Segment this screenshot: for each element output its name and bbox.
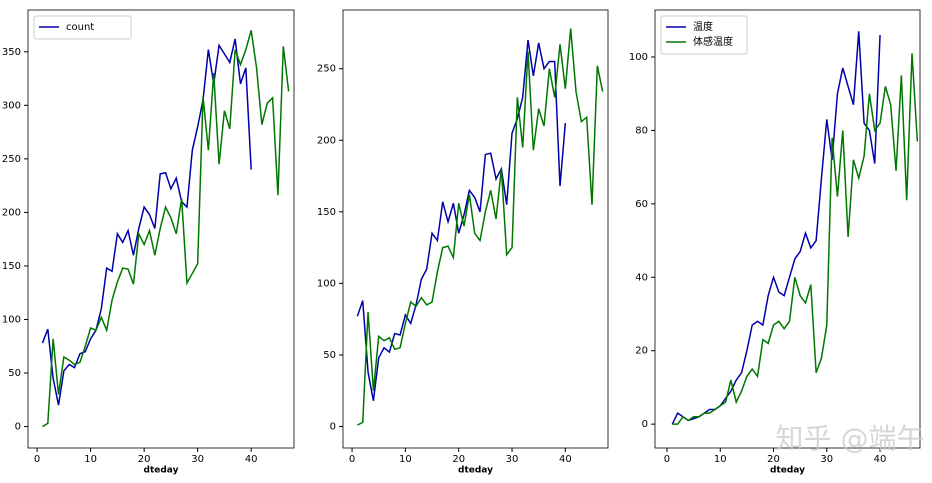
y-tick-label: 300 [2,100,21,111]
x-axis-label: dteday [458,466,493,476]
y-tick-label: 250 [317,64,336,75]
y-tick-label: 40 [635,272,648,283]
x-tick-label: 40 [874,454,887,465]
x-tick-label: 20 [767,454,780,465]
y-tick-label: 0 [642,419,648,430]
series-line [671,31,881,425]
y-tick-label: 80 [635,125,648,136]
y-tick-label: 350 [2,47,21,58]
x-tick-label: 20 [138,454,151,465]
axes-frame [27,9,295,449]
y-tick-label: 0 [330,422,336,433]
legend-label: count [66,22,94,33]
series-line [357,28,604,426]
subplot: 0 50 100 150 200 250 300 350 0 10 20 30 40 dteday coun… [2,9,295,476]
x-tick-label: 10 [84,454,97,465]
legend-box [33,15,132,40]
x-tick-label: 40 [245,454,258,465]
x-tick-label: 10 [399,454,412,465]
x-tick-label: 10 [714,454,727,465]
x-tick-label: 40 [559,454,572,465]
y-tick-label: 150 [317,207,336,218]
y-tick-label: 100 [629,52,648,63]
x-tick-label: 30 [191,454,204,465]
y-tick-label: 20 [635,346,648,357]
legend-label: 温度 [693,20,713,33]
y-tick-label: 100 [2,314,21,325]
y-tick-label: 200 [2,207,21,218]
y-tick-label: 50 [323,350,336,361]
y-tick-label: 60 [635,199,648,210]
y-tick-label: 200 [317,135,336,146]
y-tick-label: 250 [2,154,21,165]
x-tick-label: 30 [820,454,833,465]
y-tick-label: 50 [8,368,21,379]
x-axis-label: dteday [770,466,805,476]
x-tick-label: 0 [349,454,355,465]
x-tick-label: 0 [34,454,40,465]
series-line [672,53,919,425]
y-tick-label: 100 [317,278,336,289]
x-tick-label: 20 [452,454,465,465]
y-tick-label: 0 [15,422,21,433]
x-axis-label: dteday [144,466,179,476]
subplot: 0 50 100 150 200 250 0 10 20 30 40 dteday [317,9,609,476]
x-tick-label: 0 [664,454,670,465]
watermark: 知乎 @端午 [776,422,925,455]
y-tick-label: 150 [2,261,21,272]
legend-box [660,15,748,55]
legend-label: 体感温度 [693,35,733,48]
x-tick-label: 30 [506,454,519,465]
series-line [42,30,290,428]
series-line [41,38,252,406]
axes-frame [342,9,609,449]
axes-frame [654,9,921,449]
